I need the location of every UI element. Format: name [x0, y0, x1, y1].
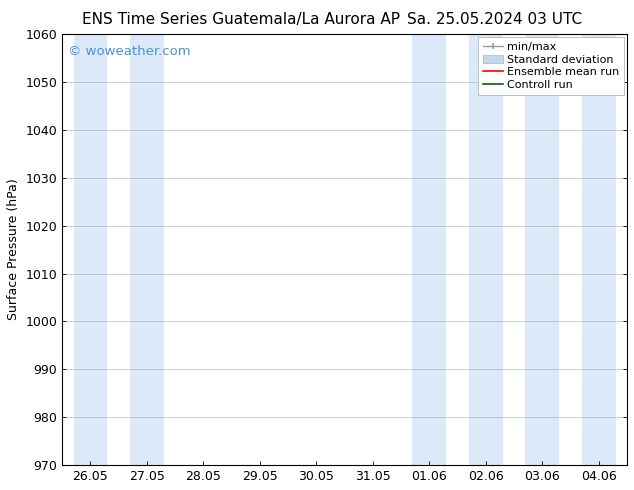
Text: ENS Time Series Guatemala/La Aurora AP: ENS Time Series Guatemala/La Aurora AP: [82, 12, 400, 27]
Text: © woweather.com: © woweather.com: [68, 45, 190, 58]
Legend: min/max, Standard deviation, Ensemble mean run, Controll run: min/max, Standard deviation, Ensemble me…: [478, 37, 624, 95]
Text: Sa. 25.05.2024 03 UTC: Sa. 25.05.2024 03 UTC: [407, 12, 582, 27]
Bar: [130, 34, 164, 465]
Bar: [413, 34, 446, 465]
Bar: [469, 34, 503, 465]
Y-axis label: Surface Pressure (hPa): Surface Pressure (hPa): [7, 179, 20, 320]
Bar: [582, 34, 616, 465]
Bar: [526, 34, 559, 465]
Bar: [74, 34, 107, 465]
